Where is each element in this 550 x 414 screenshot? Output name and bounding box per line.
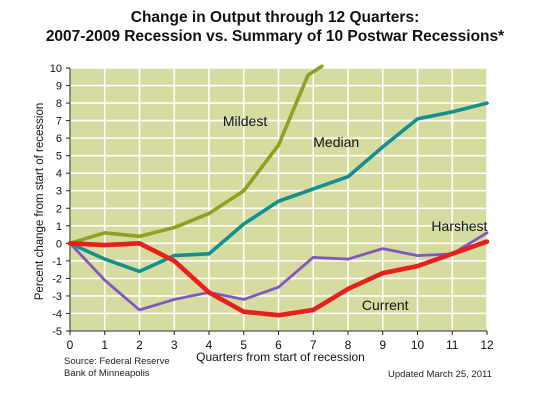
y-tick-label: -3 (52, 291, 62, 303)
y-tick-label: 4 (56, 168, 62, 180)
series-line-harshest (68, 231, 489, 312)
x-axis-label: Quarters from start of recession (196, 350, 365, 364)
source-note-line-2: Bank of Minneapolis (64, 368, 150, 379)
series-label-current: Current (362, 297, 409, 313)
chart-title-line-1: Change in Output through 12 Quarters: (130, 9, 420, 26)
y-tick-label: 6 (56, 133, 62, 145)
y-tick-label: -4 (52, 308, 62, 320)
x-tick-label: 1 (101, 338, 108, 352)
y-tick-label: 8 (56, 98, 62, 110)
y-tick-label: -5 (52, 326, 62, 338)
y-tick-label: -2 (52, 273, 62, 285)
y-tick-label: 7 (56, 116, 62, 128)
x-tick-label: 6 (275, 338, 282, 352)
x-tick-label: 10 (411, 338, 425, 352)
series-labels: Mildest Median Harshest Current (223, 113, 488, 313)
series-line-mildest (68, 64, 324, 246)
y-tick-label: 5 (56, 151, 62, 163)
series-line-median (68, 101, 489, 274)
source-note-line-1: Source: Federal Reserve (64, 356, 170, 367)
y-tick-label: 2 (56, 203, 62, 215)
y-tick-label: -1 (52, 256, 62, 268)
x-tick-label: 9 (379, 338, 386, 352)
series-lines (67, 64, 490, 318)
y-tick-label: 3 (56, 186, 62, 198)
series-line-current (67, 239, 490, 318)
y-tick-label: 10 (50, 63, 62, 75)
y-tick-label: 0 (56, 238, 62, 250)
series-label-harshest: Harshest (431, 218, 487, 234)
y-tick-label: 9 (56, 81, 62, 93)
x-tick-label: 3 (171, 338, 178, 352)
x-tick-label: 8 (345, 338, 352, 352)
x-tick-label: 2 (136, 338, 143, 352)
series-label-mildest: Mildest (223, 113, 267, 129)
updated-note: Updated March 25, 2011 (388, 369, 492, 380)
chart-title-line-2: 2007-2009 Recession vs. Summary of 10 Po… (45, 28, 505, 45)
y-tick-label: 1 (56, 221, 62, 233)
x-tick-label: 12 (480, 338, 494, 352)
series-label-median: Median (313, 134, 359, 150)
x-tick-label: 0 (67, 338, 74, 352)
x-tick-label: 7 (310, 338, 317, 352)
x-tick-label: 4 (206, 338, 213, 352)
y-axis-label: Percent change from start of recession (34, 103, 46, 301)
x-tick-label: 11 (446, 338, 459, 352)
x-tick-label: 5 (240, 338, 247, 352)
